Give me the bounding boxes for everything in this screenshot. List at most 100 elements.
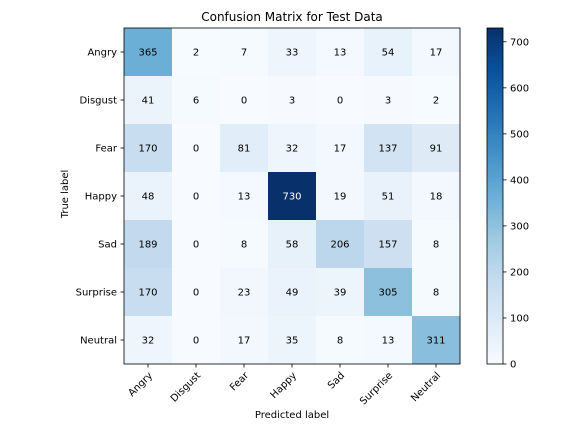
heatmap-cell xyxy=(316,220,365,269)
heatmap-cell xyxy=(364,172,413,221)
cell-value-label: 305 xyxy=(378,288,397,299)
heatmap-cell xyxy=(172,172,221,221)
x-axis-title: Predicted label xyxy=(255,410,329,421)
cell-value-label: 170 xyxy=(138,144,157,155)
y-tick-label: Neutral xyxy=(80,336,117,347)
heatmap-cell xyxy=(268,172,317,221)
heatmap-cell xyxy=(364,124,413,173)
heatmap-cell xyxy=(124,268,173,317)
cell-value-label: 365 xyxy=(138,48,157,59)
cell-value-label: 19 xyxy=(334,192,347,203)
cell-value-label: 17 xyxy=(334,144,347,155)
heatmap-cell xyxy=(268,316,317,365)
cell-value-label: 157 xyxy=(378,240,397,251)
colorbar-tick-label: 500 xyxy=(510,129,529,140)
heatmap-cell xyxy=(316,316,365,365)
heatmap-cell xyxy=(412,76,461,125)
heatmap-cell xyxy=(172,28,221,77)
heatmap-cell xyxy=(172,316,221,365)
y-tick-label: Sad xyxy=(98,240,117,251)
heatmap-cell xyxy=(364,28,413,77)
colorbar-tick-label: 400 xyxy=(510,175,529,186)
chart-title: Confusion Matrix for Test Data xyxy=(201,10,383,24)
cell-value-label: 8 xyxy=(433,240,439,251)
cell-value-label: 7 xyxy=(241,48,247,59)
cell-value-label: 2 xyxy=(193,48,199,59)
cell-value-label: 0 xyxy=(193,288,199,299)
cell-value-label: 48 xyxy=(142,192,155,203)
cell-value-label: 311 xyxy=(426,336,445,347)
cell-value-label: 0 xyxy=(193,144,199,155)
cell-value-label: 35 xyxy=(286,336,299,347)
cell-value-label: 91 xyxy=(430,144,443,155)
y-tick-label: Happy xyxy=(85,192,117,203)
heatmap-cell xyxy=(268,76,317,125)
colorbar-tick-label: 100 xyxy=(510,313,529,324)
cell-value-label: 8 xyxy=(337,336,343,347)
cell-value-label: 206 xyxy=(330,240,349,251)
colorbar-tick-label: 700 xyxy=(510,37,529,48)
heatmap-cell xyxy=(220,124,269,173)
cell-value-label: 0 xyxy=(193,336,199,347)
heatmap-cell xyxy=(364,76,413,125)
cell-value-label: 3 xyxy=(289,96,295,107)
cell-value-label: 32 xyxy=(142,336,155,347)
colorbar-tick-label: 0 xyxy=(510,360,516,371)
heatmap-cell xyxy=(124,28,173,77)
heatmap-cell xyxy=(124,124,173,173)
cell-value-label: 13 xyxy=(334,48,347,59)
cell-value-label: 0 xyxy=(193,192,199,203)
heatmap-cell xyxy=(172,76,221,125)
cell-value-label: 17 xyxy=(430,48,443,59)
heatmap-cell xyxy=(124,172,173,221)
heatmap-cell xyxy=(268,28,317,77)
cell-value-label: 730 xyxy=(282,192,301,203)
y-axis-title: True label xyxy=(60,170,71,220)
cell-value-label: 49 xyxy=(286,288,299,299)
colorbar-tick-label: 600 xyxy=(510,83,529,94)
heatmap-cell xyxy=(316,268,365,317)
heatmap-cell xyxy=(220,28,269,77)
cell-value-label: 39 xyxy=(334,288,347,299)
heatmap-cells xyxy=(124,28,461,365)
heatmap-cell xyxy=(220,268,269,317)
heatmap-cell xyxy=(364,316,413,365)
colorbar-tick-label: 200 xyxy=(510,267,529,278)
cell-value-label: 8 xyxy=(241,240,247,251)
heatmap-cell xyxy=(268,124,317,173)
heatmap-cell xyxy=(316,76,365,125)
heatmap-cell xyxy=(220,316,269,365)
cell-value-label: 51 xyxy=(382,192,395,203)
y-axis-ticks: Angry Disgust Fear Happy Sad Surprise Neutral xyxy=(76,48,124,347)
cell-value-label: 17 xyxy=(238,336,251,347)
heatmap-cell xyxy=(220,220,269,269)
cell-value-label: 0 xyxy=(193,240,199,251)
heatmap-cell xyxy=(316,28,365,77)
colorbar-tick-label: 300 xyxy=(510,221,529,232)
heatmap-cell xyxy=(172,220,221,269)
heatmap-cell xyxy=(364,268,413,317)
cell-value-label: 23 xyxy=(238,288,251,299)
heatmap-cell xyxy=(220,76,269,125)
cell-value-label: 6 xyxy=(193,96,199,107)
heatmap-cell xyxy=(316,172,365,221)
heatmap-cell xyxy=(364,220,413,269)
cell-value-label: 58 xyxy=(286,240,299,251)
heatmap-cell xyxy=(412,124,461,173)
cell-value-label: 0 xyxy=(337,96,343,107)
heatmap-cell xyxy=(412,268,461,317)
heatmap-cell xyxy=(412,172,461,221)
heatmap-cell xyxy=(412,220,461,269)
colorbar: 0 100 200 300 400 500 600 700 xyxy=(486,27,529,371)
y-tick-label: Fear xyxy=(95,144,117,155)
cell-value-label: 41 xyxy=(142,96,155,107)
heatmap-cell xyxy=(124,316,173,365)
cell-value-label: 13 xyxy=(382,336,395,347)
cell-value-label: 33 xyxy=(286,48,299,59)
cell-value-label: 3 xyxy=(385,96,391,107)
heatmap-cell xyxy=(172,124,221,173)
cell-value-label: 2 xyxy=(433,96,439,107)
colorbar-gradient xyxy=(486,27,504,365)
